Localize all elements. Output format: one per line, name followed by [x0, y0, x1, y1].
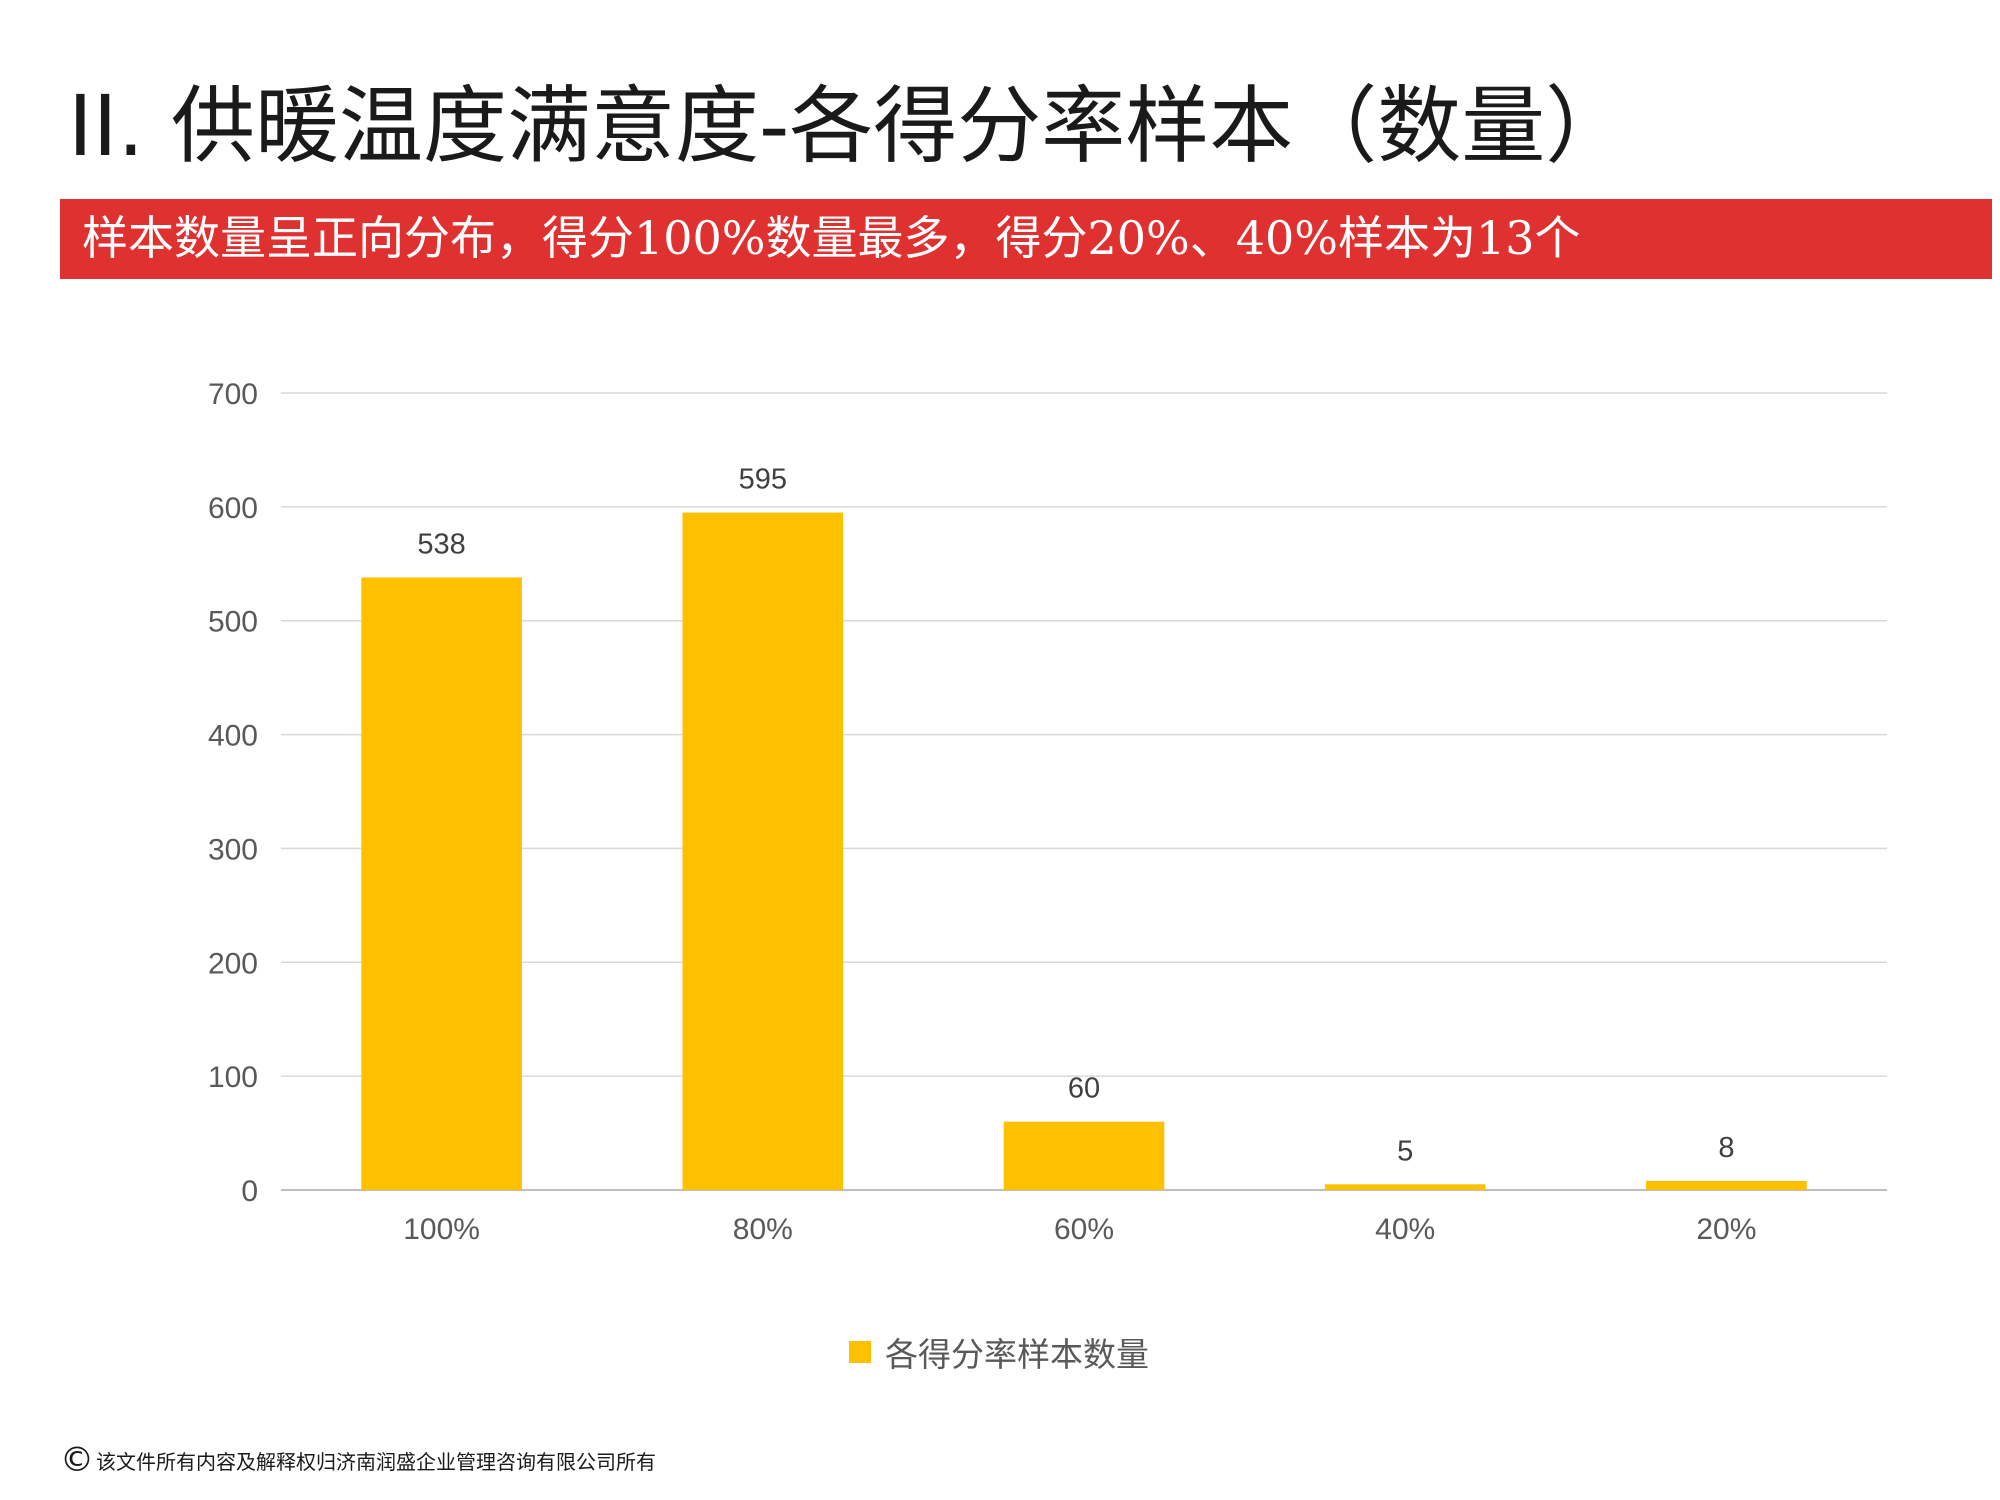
bars	[361, 512, 1807, 1190]
legend-label: 各得分率样本数量	[885, 1335, 1149, 1374]
bar-chart: 0 100 200 300 400 500 600 700 538 595 60 5 8 100% 80…	[208, 378, 1887, 1246]
y-tick-label: 400	[208, 720, 258, 753]
data-label: 5	[1397, 1135, 1413, 1167]
y-tick-label: 600	[208, 492, 258, 525]
x-tick-label: 100%	[403, 1213, 480, 1246]
bar	[1003, 1121, 1165, 1190]
data-label: 60	[1068, 1073, 1100, 1105]
gridlines	[281, 392, 1887, 1191]
y-tick-label: 200	[208, 947, 258, 980]
x-tick-label: 40%	[1375, 1213, 1435, 1246]
bar	[1324, 1184, 1486, 1190]
footer-text: 该文件所有内容及解释权归济南润盛企业管理咨询有限公司所有	[96, 1449, 656, 1474]
x-tick-label: 80%	[733, 1213, 793, 1246]
copyright-footer: © 该文件所有内容及解释权归济南润盛企业管理咨询有限公司所有	[60, 1440, 656, 1480]
y-tick-label: 500	[208, 606, 258, 639]
x-tick-label: 20%	[1696, 1213, 1756, 1246]
data-label: 538	[417, 528, 465, 560]
copyright-icon: ©	[60, 1440, 94, 1480]
summary-banner-text: 样本数量呈正向分布，得分100%数量最多，得分20%、40%样本为13个	[82, 211, 1581, 265]
data-label: 8	[1718, 1132, 1734, 1164]
legend-swatch	[849, 1341, 871, 1363]
data-label: 595	[739, 464, 787, 496]
y-tick-label: 100	[208, 1061, 258, 1094]
bar	[361, 577, 522, 1190]
bar	[682, 512, 844, 1190]
y-tick-label: 0	[241, 1175, 258, 1208]
summary-banner: 样本数量呈正向分布，得分100%数量最多，得分20%、40%样本为13个	[60, 199, 1992, 279]
chart-legend: 各得分率样本数量	[849, 1328, 1149, 1376]
slide-title: II. 供暖温度满意度-各得分率样本（数量）	[68, 77, 1630, 175]
y-axis-ticks: 0 100 200 300 400 500 600 700	[208, 378, 258, 1208]
y-tick-label: 300	[208, 833, 258, 866]
data-labels: 538 595 60 5 8	[417, 464, 1734, 1168]
y-tick-label: 700	[208, 378, 258, 411]
x-axis-ticks: 100% 80% 60% 40% 20%	[403, 1213, 1756, 1246]
bar	[1646, 1180, 1807, 1190]
x-tick-label: 60%	[1054, 1213, 1114, 1246]
